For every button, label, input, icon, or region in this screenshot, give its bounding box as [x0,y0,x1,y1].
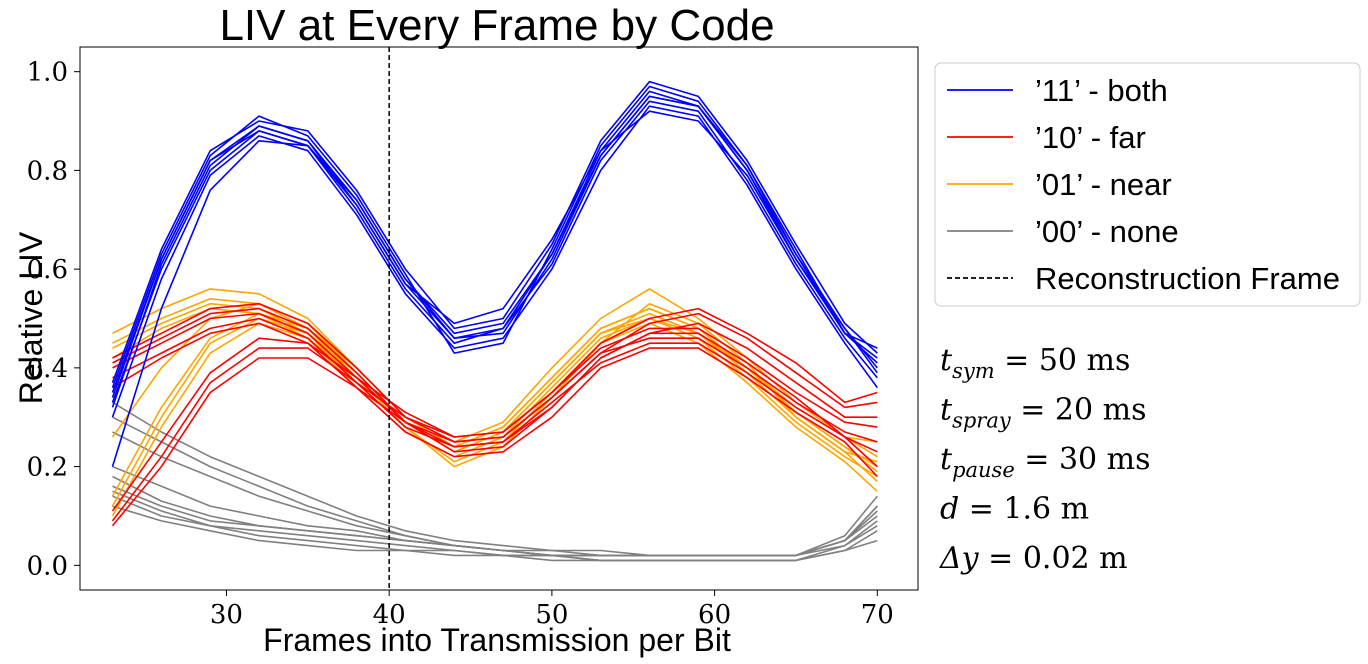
y-axis-ticks: 0.0 0.2 0.4 0.6 0.8 1.0 [27,58,80,581]
param-annotation: tspray = 20 ms [940,393,1146,433]
param-annotation: tpause = 30 ms [940,442,1151,482]
legend-label-01: ’01’ - near [1035,167,1172,202]
series-line-00-27 [112,475,878,557]
series-lines [111,80,878,562]
parameter-annotations: tsym = 50 ms tspray = 20 ms tpause = 30 ms… [939,343,1151,576]
x-tick-label: 60 [698,600,731,630]
series-line-10-12 [111,312,878,522]
series-line-01-17 [112,288,878,458]
chart-title: LIV at Every Frame by Code [219,1,774,50]
series-line-11-0 [111,90,878,393]
series-line-11-3 [111,105,878,418]
series-line-00-32 [112,465,878,557]
legend-label-11: ’11’ - both [1035,73,1168,108]
series-line-11-2 [111,80,878,383]
series-line-11-1 [111,100,878,403]
series-line-11-7 [111,95,878,398]
y-tick-label: 0.2 [27,453,68,483]
series-line-10-10 [112,317,878,453]
param-annotation: Δy = 0.02 m [939,541,1128,576]
series-line-11-6 [111,110,878,408]
x-tick-label: 70 [861,600,894,630]
y-tick-label: 0.0 [27,551,68,581]
series-line-10-13 [111,307,878,512]
legend-label-10: ’10’ - far [1035,120,1146,155]
y-tick-label: 0.4 [27,354,68,384]
x-tick-label: 30 [210,600,243,630]
legend-box [934,62,1361,307]
series-line-10-14 [112,307,878,468]
series-line-10-11 [111,322,878,527]
x-axis-label: Frames into Transmission per Bit [263,622,731,658]
legend-label-reconstruction: Reconstruction Frame [1035,261,1340,296]
param-annotation: d = 1.6 m [940,492,1089,527]
series-line-10-15 [112,322,878,478]
x-axis-ticks: 30 40 50 60 70 [210,590,894,630]
legend: ’11’ - both ’10’ - far ’01’ - near ’00’ - n… [934,62,1361,307]
param-annotation: tsym = 50 ms [940,343,1130,383]
plot-frame [79,46,919,591]
series-line-11-4 [111,95,878,467]
legend-label-00: ’00’ - none [1035,214,1179,249]
y-tick-label: 0.6 [27,255,68,285]
series-line-00-31 [112,505,878,562]
series-line-01-20 [111,307,878,497]
y-axis-label: Relative LIV [13,231,49,404]
series-line-01-21 [111,322,878,517]
series-line-10-8 [112,312,878,443]
y-tick-label: 0.8 [27,156,68,186]
x-tick-label: 50 [535,600,568,630]
x-tick-label: 40 [373,600,406,630]
y-tick-label: 1.0 [27,58,68,88]
